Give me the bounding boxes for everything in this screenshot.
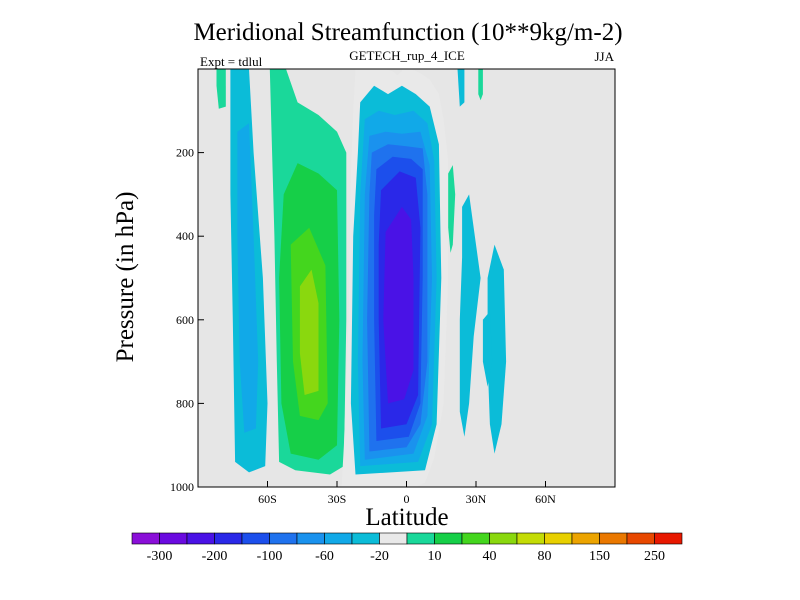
colorbar-swatch	[544, 532, 573, 545]
colorbar-tick-label: 250	[644, 549, 665, 564]
colorbar-swatch	[489, 532, 518, 545]
colorbar-tick-label: 40	[483, 549, 497, 564]
contour-region	[459, 194, 481, 437]
colorbar-tick-label: -100	[257, 549, 283, 564]
y-tick-label: 600	[176, 313, 194, 327]
y-axis-label: Pressure (in hPa)	[112, 192, 139, 363]
subtitle-center: GETECH_rup_4_ICE	[349, 48, 465, 63]
colorbar-tick-label: -300	[147, 549, 173, 564]
colorbar-swatch	[654, 532, 683, 545]
y-tick-label: 400	[176, 229, 194, 243]
contour-region	[216, 69, 226, 109]
colorbar-tick-label: 10	[428, 549, 442, 564]
colorbar-swatch	[571, 532, 600, 545]
colorbar-tick-label: -60	[315, 549, 334, 564]
colorbar-swatch	[186, 532, 215, 545]
colorbar-swatch	[434, 532, 463, 545]
x-tick-label: 60N	[535, 492, 556, 506]
y-axis-ticks: 200 400 600 800 1000	[170, 146, 204, 494]
colorbar-swatch	[406, 532, 435, 545]
subtitle-left: Expt = tdlul	[200, 54, 263, 69]
colorbar-swatch	[324, 532, 353, 545]
y-tick-label: 1000	[170, 480, 194, 494]
colorbar-swatch	[351, 532, 380, 545]
contour-region	[237, 123, 259, 433]
colorbar: -300 -200 -100 -60 -20 10 40 80 150 250	[131, 532, 683, 564]
contour-region	[482, 311, 493, 387]
x-tick-label: 30S	[328, 492, 347, 506]
contour-region	[383, 206, 414, 404]
contour-region	[448, 165, 456, 253]
contour-region	[487, 244, 507, 454]
x-tick-label: 0	[404, 492, 410, 506]
colorbar-tick-label: 150	[589, 549, 610, 564]
contour-region	[299, 269, 319, 395]
colorbar-swatch	[379, 532, 408, 545]
x-axis-ticks: 60S 30S 0 30N 60N	[258, 481, 556, 506]
y-tick-label: 200	[176, 146, 194, 160]
x-tick-label: 30N	[466, 492, 487, 506]
colorbar-swatch	[159, 532, 188, 545]
x-axis-label: Latitude	[365, 504, 448, 531]
colorbar-swatch	[131, 532, 160, 545]
colorbar-swatch	[214, 532, 243, 545]
colorbar-swatch	[296, 532, 325, 545]
colorbar-swatch	[516, 532, 545, 545]
contour-region	[478, 69, 483, 101]
colorbar-swatch	[626, 532, 655, 545]
colorbar-tick-label: -200	[202, 549, 228, 564]
contour-region	[457, 69, 465, 107]
colorbar-tick-label: 80	[538, 549, 552, 564]
y-tick-label: 800	[176, 396, 194, 410]
colorbar-swatch	[241, 532, 270, 545]
colorbar-swatch	[599, 532, 628, 545]
colorbar-tick-label: -20	[370, 549, 389, 564]
colorbar-swatch	[269, 532, 298, 545]
contour-field	[216, 69, 507, 487]
chart-title: Meridional Streamfunction (10**9kg/m-2)	[193, 19, 622, 46]
subtitle-right: JJA	[594, 49, 614, 64]
colorbar-swatch	[461, 532, 490, 545]
x-tick-label: 60S	[258, 492, 277, 506]
